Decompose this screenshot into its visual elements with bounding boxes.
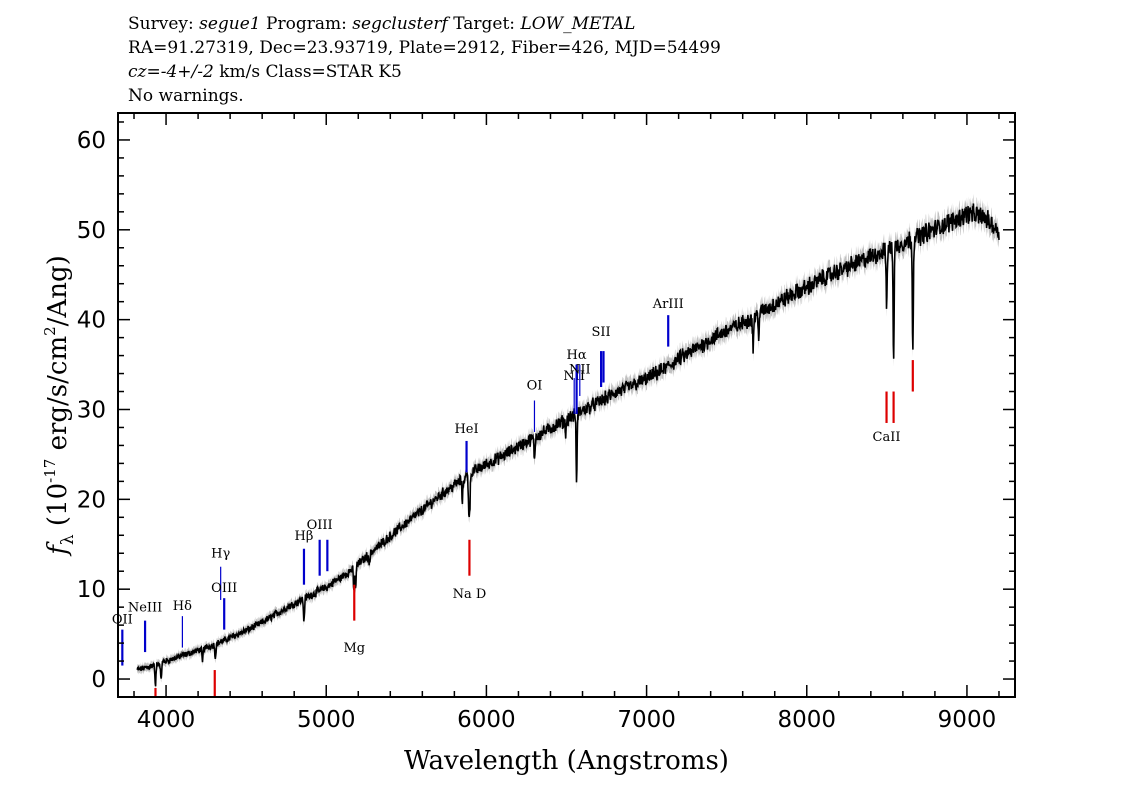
- header-line-warnings: No warnings.: [128, 86, 244, 106]
- spectrum-series: [136, 203, 1000, 687]
- absorption-line-label: Na D: [453, 587, 487, 602]
- y-axis-label: fλ (10-17 erg/s/cm2/Ang): [41, 255, 78, 557]
- program-prefix: Program:: [260, 14, 353, 34]
- emission-line-label: OIII: [211, 581, 237, 596]
- plot-frame: [117, 112, 1016, 698]
- emission-line-label: SII: [592, 325, 611, 340]
- program-value: segclusterf: [352, 14, 448, 34]
- error-band: [137, 193, 999, 691]
- x-tick-label: 5000: [297, 707, 356, 733]
- x-tick-label: 6000: [457, 707, 516, 733]
- spectrum-line: [136, 203, 1000, 687]
- emission-line-label: Hδ: [173, 599, 192, 614]
- y-tick-label: 0: [91, 667, 106, 693]
- emission-line-label: OI: [527, 379, 543, 394]
- x-tick-label: 8000: [777, 707, 836, 733]
- y-tick-label: 40: [77, 308, 106, 334]
- emission-line-label: NeIII: [128, 601, 162, 616]
- y-tick-label: 60: [77, 128, 106, 154]
- spectrum-header: Survey: segue1 Program: segclusterf Targ…: [128, 12, 721, 108]
- emission-line-label: Hγ: [211, 547, 230, 562]
- survey-prefix: Survey:: [128, 14, 200, 34]
- header-line-redshift: cz=-4+/-2 km/s Class=STAR K5: [128, 60, 721, 84]
- emission-line-label: Hβ: [295, 529, 314, 544]
- emission-line-label: ArIII: [652, 297, 684, 312]
- target-value: LOW_METAL: [520, 14, 636, 34]
- x-axis-label: Wavelength (Angstroms): [404, 746, 729, 776]
- emission-line-label: OIII: [307, 518, 333, 533]
- ylabel-end: /Ang): [43, 255, 73, 326]
- cz-class: km/s Class=STAR K5: [213, 62, 402, 82]
- y-tick-label: 20: [77, 487, 106, 513]
- axis-ticks: [118, 113, 1015, 697]
- y-tick-label: 30: [77, 397, 106, 423]
- ylabel-exp2: 2: [41, 326, 59, 336]
- target-prefix: Target:: [447, 14, 521, 34]
- emission-line-label: HeI: [454, 422, 478, 437]
- error-band-area: [137, 193, 999, 691]
- survey-value: segue1: [199, 14, 261, 34]
- cz-value: -4+/-2: [160, 62, 214, 82]
- x-tick-label: 9000: [938, 707, 997, 733]
- y-axis-title: fλ (10-17 erg/s/cm2/Ang): [41, 255, 78, 557]
- y-tick-label: 10: [77, 577, 106, 603]
- absorption-line-label: Mg: [343, 641, 365, 656]
- y-tick-label: 50: [77, 218, 106, 244]
- ylabel-exp: -17: [41, 459, 59, 483]
- ylabel-sub: λ: [58, 534, 78, 545]
- x-tick-label: 7000: [617, 707, 676, 733]
- tick-labels: 4000 5000 6000 7000 8000 9000 0 10 20 30 40 50 60: [77, 128, 997, 733]
- cz-eq: =: [146, 62, 161, 82]
- ylabel-base: (10: [43, 483, 73, 535]
- x-tick-label: 4000: [137, 707, 196, 733]
- emission-line-label: NII: [569, 363, 591, 378]
- header-line-coordinates: RA=91.27319, Dec=23.93719, Plate=2912, F…: [128, 38, 721, 58]
- absorption-line-label: CaII: [873, 430, 901, 445]
- emission-line-label: Hα: [567, 348, 587, 363]
- ylabel-units: erg/s/cm: [43, 336, 73, 459]
- header-line-survey: Survey: segue1 Program: segclusterf Targ…: [128, 12, 721, 36]
- cz-symbol: cz: [128, 62, 147, 82]
